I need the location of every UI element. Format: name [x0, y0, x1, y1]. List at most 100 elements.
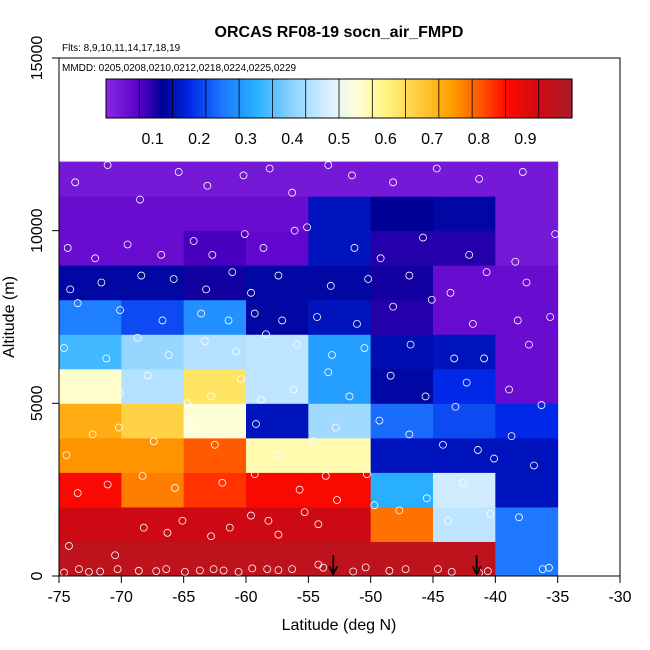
colorbar-swatch	[439, 79, 445, 118]
data-point	[518, 168, 527, 176]
colorbar-tick-label: 0.7	[421, 131, 443, 148]
colorbar-swatch	[140, 79, 146, 118]
colorbar-swatch	[284, 79, 290, 118]
colorbar-swatch	[494, 79, 499, 118]
colorbar-swatch	[117, 79, 123, 118]
data-point	[274, 271, 283, 280]
heatmap-cell	[370, 196, 434, 232]
data-point	[363, 470, 371, 479]
data-point	[321, 471, 330, 480]
data-point	[331, 423, 340, 432]
data-point	[274, 530, 283, 539]
heatmap-cell	[370, 437, 434, 473]
x-axis-label: Latitude (deg N)	[282, 617, 397, 634]
colorbar-swatch	[517, 79, 523, 118]
data-point	[482, 268, 491, 277]
data-point	[444, 516, 452, 525]
colorbar-swatch	[292, 79, 297, 118]
data-point	[113, 565, 122, 573]
heatmap-cell	[121, 299, 185, 335]
data-point	[103, 480, 112, 489]
heatmap-cell	[495, 437, 559, 473]
colorbar-swatch	[280, 79, 286, 118]
colorbar-swatch	[234, 79, 239, 118]
colorbar-swatch	[346, 79, 352, 118]
colorbar-swatch	[455, 79, 460, 118]
heatmap-cell	[121, 161, 185, 197]
data-point	[252, 420, 260, 428]
observation-points	[60, 161, 560, 577]
data-point	[91, 254, 100, 263]
x-tick-label: -50	[359, 589, 382, 606]
colorbar-tick-label: 0.1	[141, 131, 163, 148]
colorbar-swatch	[218, 79, 224, 118]
data-point	[208, 250, 217, 259]
data-point	[78, 382, 87, 390]
data-point	[293, 340, 302, 349]
heatmap-cell	[495, 161, 559, 197]
colorbar-swatch	[568, 79, 573, 118]
colorbar-swatch	[203, 79, 208, 118]
colorbar-swatch	[513, 79, 519, 118]
heatmap-cell	[370, 541, 434, 577]
heatmap-cell	[183, 334, 247, 370]
data-point	[290, 226, 299, 235]
data-point	[116, 389, 124, 397]
data-point	[237, 375, 245, 384]
data-point	[288, 565, 297, 573]
heatmap-cell	[495, 472, 559, 508]
heatmap-cell	[433, 161, 496, 197]
data-point	[60, 344, 68, 352]
colorbar-swatch	[106, 79, 111, 118]
data-point	[545, 563, 553, 572]
heatmap-cell	[433, 541, 496, 577]
data-point	[490, 454, 498, 463]
data-point	[247, 511, 255, 520]
colorbar-swatch	[393, 79, 398, 118]
heatmap-cell	[121, 230, 185, 266]
data-point	[169, 275, 178, 283]
heatmap-cell	[308, 299, 372, 335]
heatmap-cell	[370, 230, 434, 266]
heatmap-cell	[59, 403, 122, 439]
data-point	[207, 532, 215, 541]
colorbar-swatch	[230, 79, 235, 118]
data-point	[505, 385, 513, 394]
heatmap-cell	[246, 506, 309, 542]
colorbar-swatch	[397, 79, 402, 118]
x-tick-label: -40	[484, 589, 507, 606]
heatmap-cell	[433, 368, 496, 404]
heatmap-cell	[370, 472, 434, 508]
data-point	[203, 181, 212, 190]
data-point	[171, 484, 179, 492]
colorbar-swatch	[172, 79, 177, 118]
data-point	[62, 451, 71, 460]
heatmap-cell	[183, 368, 247, 404]
dates-note: MMDD: 0205,0208,0210,0212,0218,0224,0225…	[62, 63, 297, 74]
data-point	[66, 285, 75, 294]
colorbar-swatch	[552, 79, 558, 118]
heatmap-cell	[495, 506, 559, 542]
data-point	[189, 237, 198, 245]
data-point	[326, 282, 335, 290]
data-point	[313, 313, 321, 321]
data-point	[250, 309, 259, 318]
colorbar-swatch	[179, 79, 185, 118]
colorbar-swatch	[482, 79, 488, 118]
data-point	[328, 351, 336, 359]
y-tick-label: 15000	[29, 36, 46, 81]
data-point	[421, 392, 430, 401]
heatmap-cell	[308, 437, 372, 473]
colorbar-swatch	[191, 79, 196, 118]
data-point	[164, 351, 173, 359]
data-point	[360, 344, 369, 352]
colorbar-swatch	[564, 79, 569, 118]
data-point	[183, 399, 192, 408]
heatmap-cell	[59, 334, 122, 370]
data-point	[376, 254, 385, 263]
colorbar-swatch	[199, 79, 204, 118]
heatmap-cell	[183, 299, 247, 335]
colorbar-tick-label: 0.9	[514, 131, 536, 148]
data-point	[364, 275, 373, 283]
heatmap-cell	[121, 472, 185, 508]
